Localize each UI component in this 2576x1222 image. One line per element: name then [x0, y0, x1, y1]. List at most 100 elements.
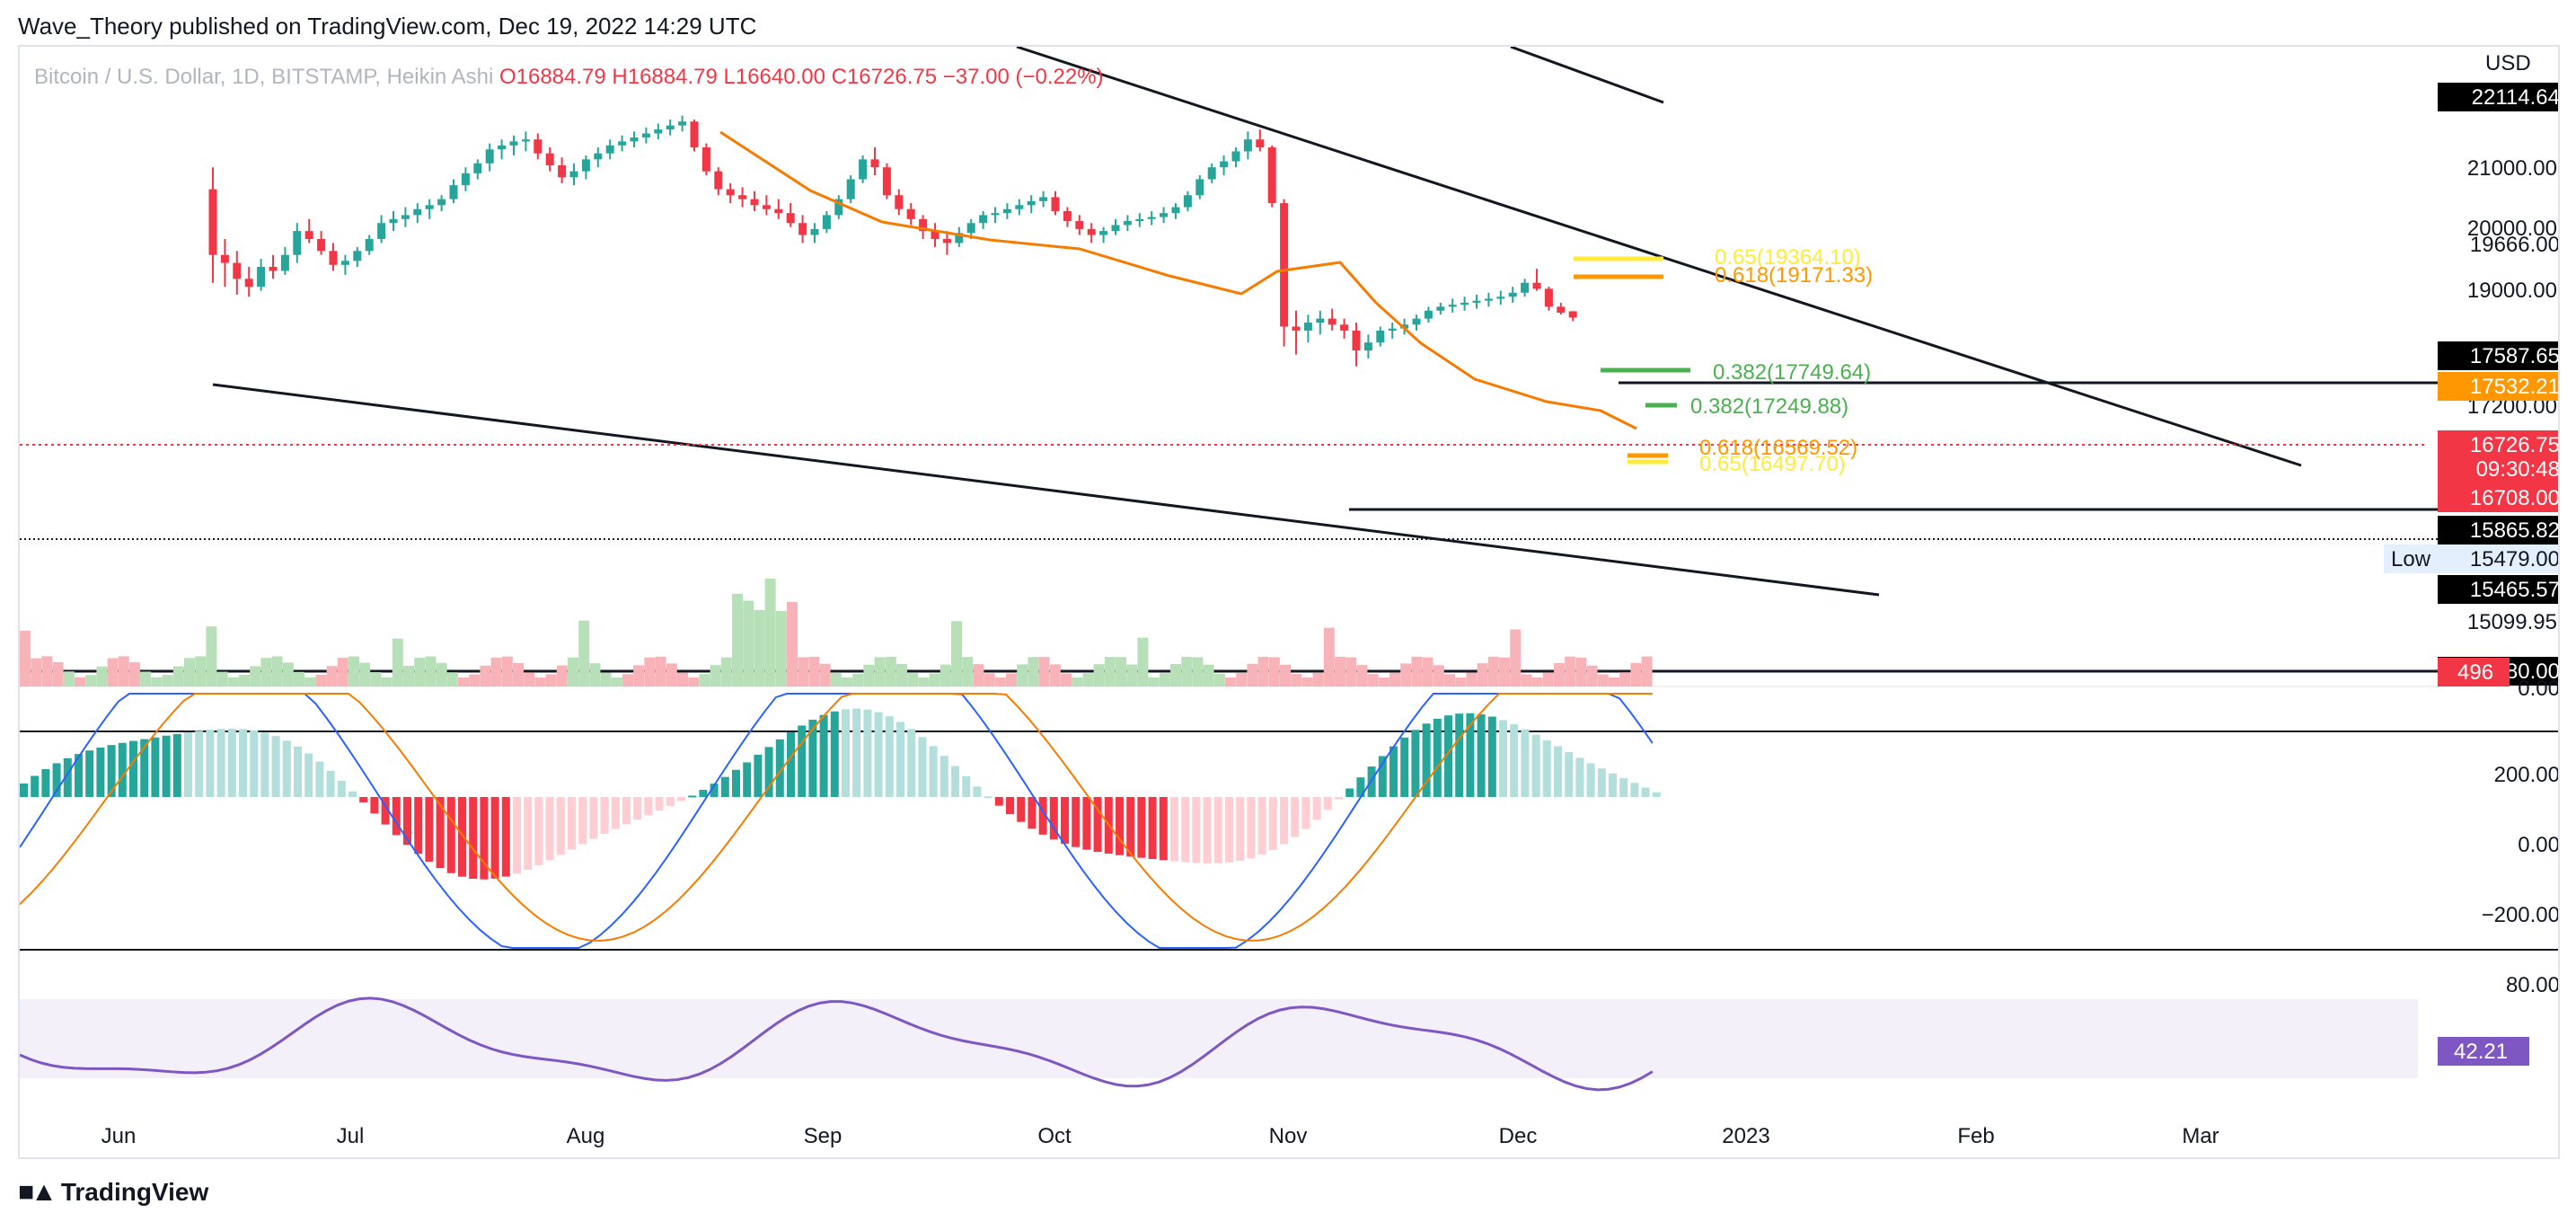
- volume-bar: [1466, 672, 1478, 686]
- macd-histogram-bar: [1061, 797, 1069, 844]
- candle-body: [1087, 228, 1096, 235]
- volume-bar: [31, 658, 42, 686]
- volume-bar: [1116, 657, 1126, 686]
- macd-histogram-bar: [436, 797, 445, 869]
- macd-histogram-bar: [1389, 746, 1398, 797]
- publisher-header: Wave_Theory published on TradingView.com…: [18, 13, 757, 40]
- volume-bar: [1641, 656, 1653, 686]
- macd-histogram-bar: [1082, 797, 1091, 850]
- macd-histogram-bar: [52, 763, 61, 797]
- candle-body: [942, 238, 951, 244]
- volume-bar: [1378, 677, 1389, 686]
- macd-histogram-bar: [600, 797, 609, 834]
- macd-histogram-bar: [1257, 797, 1266, 855]
- macd-histogram-bar: [644, 797, 653, 816]
- chart-area[interactable]: 0.65(19364.10) 0.618(19171.33) 0.382(17749…: [18, 45, 2560, 1159]
- volume-bar: [85, 675, 97, 686]
- macd-histogram-bar: [1356, 777, 1365, 797]
- rsi-current-value: 42.21: [2454, 1040, 2508, 1064]
- volume-bar: [688, 677, 700, 686]
- macd-histogram-bar: [20, 784, 28, 797]
- macd-histogram-bar: [666, 797, 675, 806]
- volume-bar: [852, 673, 864, 686]
- candle-body: [1316, 318, 1325, 323]
- volume-bar: [973, 664, 984, 686]
- volume-bar: [1422, 657, 1434, 686]
- candle-body: [269, 267, 278, 271]
- candle-body: [906, 208, 915, 219]
- macd-histogram-bar: [1565, 752, 1574, 797]
- volume-bar: [446, 672, 458, 686]
- macd-histogram-bar: [63, 757, 72, 797]
- macd-histogram-bar: [151, 737, 160, 797]
- volume-bar: [732, 593, 743, 686]
- volume-bar: [359, 662, 371, 686]
- time-axis-label: Jul: [337, 1124, 365, 1148]
- volume-bar: [929, 673, 940, 686]
- macd-histogram-bar: [743, 762, 752, 797]
- volume-bar: [250, 666, 261, 686]
- candle-body: [1267, 147, 1276, 204]
- candle-body: [353, 251, 362, 261]
- macd-histogram-bar: [1213, 797, 1222, 863]
- macd-histogram-bar: [446, 797, 455, 873]
- macd-histogram-bar: [1291, 797, 1300, 837]
- candle-body: [594, 153, 603, 160]
- volume-bar: [1510, 629, 1522, 686]
- time-axis-label: Jun: [101, 1124, 137, 1148]
- volume-bar: [743, 600, 754, 686]
- volume-bar: [1006, 673, 1017, 686]
- macd-histogram-bar: [764, 747, 773, 797]
- candle-body: [425, 205, 434, 209]
- candle-body: [1256, 139, 1265, 148]
- candle-body: [558, 164, 567, 178]
- volume-bar: [568, 657, 578, 686]
- macd-histogram-bar: [1466, 713, 1475, 797]
- volume-bar: [1345, 657, 1357, 686]
- macd-histogram-bar: [1192, 797, 1201, 863]
- candle-body: [1568, 311, 1577, 318]
- volume-bar: [140, 671, 152, 686]
- volume-bar: [1192, 657, 1204, 686]
- price-label-value: 16726.75: [2470, 433, 2558, 457]
- volume-bar: [720, 657, 732, 686]
- tradingview-logo-icon: ■▲: [18, 1177, 57, 1207]
- macd-histogram-bar: [688, 795, 697, 798]
- volume-bar: [1499, 657, 1510, 686]
- volume-bar: [754, 609, 765, 686]
- candle-body: [1557, 306, 1566, 313]
- macd-histogram-bar: [1531, 734, 1540, 797]
- macd-histogram-bar: [863, 709, 872, 797]
- candle-body: [449, 185, 458, 199]
- symbol-title[interactable]: Bitcoin / U.S. Dollar, 1D, BITSTAMP, Hei…: [34, 65, 494, 89]
- macd-signal-line: [20, 693, 1653, 942]
- macd-histogram-bar: [732, 769, 740, 797]
- macd-histogram-bar: [1301, 797, 1310, 829]
- macd-histogram-bar: [162, 735, 171, 797]
- price-label-tag: [2438, 372, 2558, 401]
- volume-bar: [1531, 677, 1543, 686]
- tradingview-logo[interactable]: ■▲ TradingView: [18, 1177, 208, 1208]
- macd-histogram-bar: [1609, 773, 1617, 797]
- candle-body: [1303, 323, 1312, 331]
- macd-histogram-bar: [896, 722, 904, 797]
- macd-histogram-bar: [1236, 797, 1245, 862]
- macd-histogram-bar: [556, 797, 565, 855]
- volume-current-value: 496: [2457, 660, 2493, 685]
- macd-histogram-bar: [1280, 797, 1288, 845]
- chart-canvas[interactable]: 0.65(19364.10)0.618(19171.33) 0.382(17749…: [20, 47, 2558, 1157]
- volume-bar: [699, 674, 710, 686]
- macd-histogram-bar: [798, 725, 807, 797]
- macd-axis-tick: 0.00: [2518, 833, 2558, 857]
- macd-histogram-bar: [1323, 797, 1332, 810]
- volume-bar: [381, 677, 393, 686]
- macd-histogram-bar: [1072, 797, 1081, 847]
- volume-bar: [403, 665, 414, 686]
- macd-histogram-bar: [1203, 797, 1212, 863]
- volume-bar: [304, 677, 316, 686]
- volume-bar: [326, 666, 338, 686]
- candle-body: [774, 208, 783, 214]
- candle-body: [1424, 310, 1433, 319]
- price-label-value: 15465.57: [2470, 578, 2558, 602]
- macd-histogram-bar: [1126, 797, 1135, 857]
